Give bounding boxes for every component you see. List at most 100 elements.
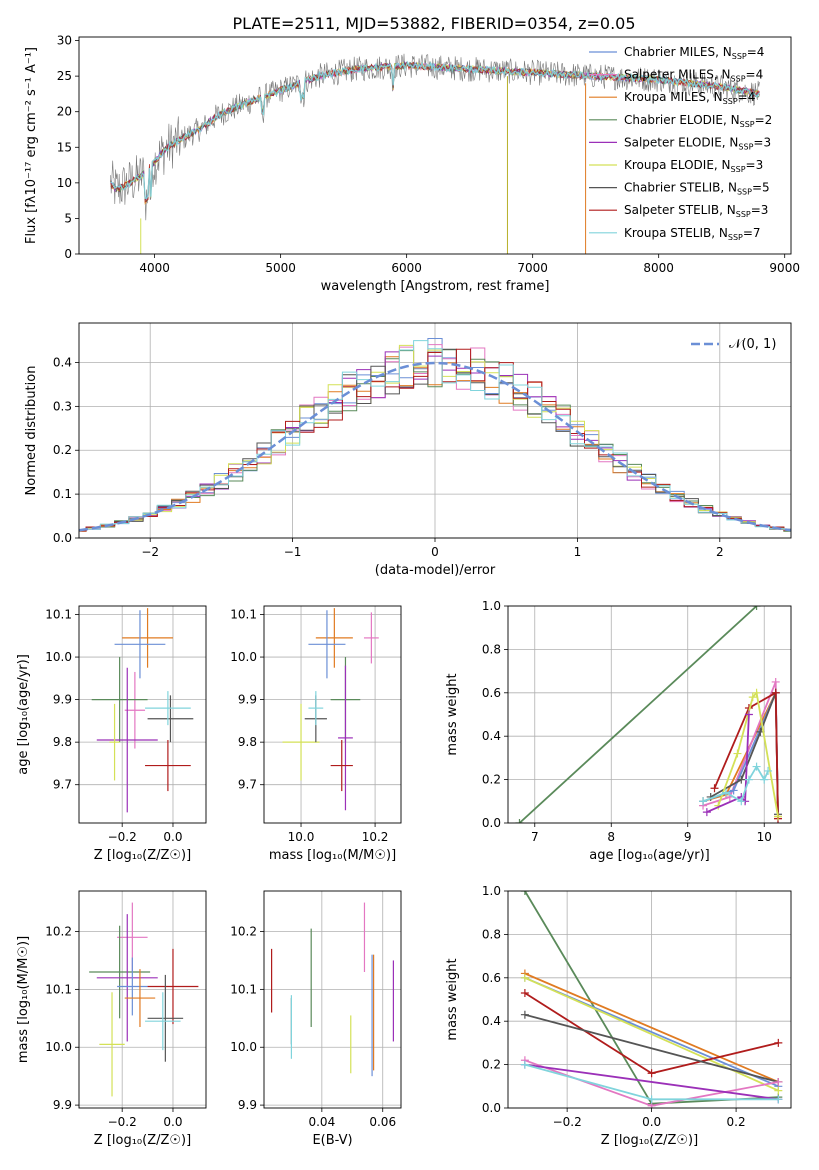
legend-nssp: =4 <box>747 45 765 59</box>
mass_weight_vs_age-panel: 7 8 9 10 0.0 0.2 0.4 0.6 0.8 1.0 age [log₁₀(age/yr… <box>445 599 792 863</box>
x-axis-label: age [log₁₀(age/yr)] <box>589 848 710 863</box>
legend-nssp: =3 <box>751 203 769 217</box>
legend-nssp: =5 <box>752 181 770 195</box>
x-tick-label: 0.2 <box>727 1115 746 1129</box>
legend-nssp: =4 <box>746 68 764 82</box>
y-tick-label: 0.0 <box>482 816 501 830</box>
weight-marker <box>774 1086 783 1095</box>
y-tick-label: 10.0 <box>230 650 257 664</box>
x-tick-label: −0.2 <box>108 1115 137 1129</box>
weight-marker <box>520 1010 529 1019</box>
y-tick-label: 0.2 <box>53 443 72 457</box>
weight-marker <box>647 1069 656 1078</box>
weight-marker <box>710 784 719 793</box>
weight-marker <box>733 749 742 758</box>
y-tick-label: 10 <box>57 176 72 190</box>
legend-model-name: Salpeter STELIB, N <box>624 203 736 217</box>
spectrum-lines <box>110 53 761 254</box>
y-tick-label: 0.4 <box>482 729 501 743</box>
weight-marker <box>520 988 529 997</box>
x-tick-label: 9000 <box>769 261 800 275</box>
axes-frame <box>78 605 207 824</box>
histograms <box>79 338 791 532</box>
weight-marker <box>774 1095 783 1104</box>
errorbar-point <box>117 957 148 1016</box>
weight-marker <box>729 786 738 795</box>
weight-lines <box>515 606 782 823</box>
legend-model-name: Kroupa MILES, N <box>624 90 723 104</box>
axes-frame <box>263 605 402 824</box>
weight-marker <box>774 1038 783 1047</box>
y-axis-label: mass weight <box>445 673 460 755</box>
x-tick-label: 5000 <box>265 261 296 275</box>
legend-model-name: Kroupa STELIB, N <box>624 226 728 240</box>
y-tick-label: 0.1 <box>53 487 72 501</box>
weight-line <box>706 714 750 813</box>
model-spectrum-8 <box>110 60 761 199</box>
errorbar-point <box>109 703 120 781</box>
weight-marker <box>520 891 529 895</box>
errorbar-point <box>114 610 166 679</box>
x-tick-label: 0.06 <box>369 1115 396 1129</box>
legend-sub: SSP <box>740 120 755 129</box>
mass_vs_EBV-panel: 0.04 0.06 9.9 10.0 10.1 10.2 E(B-V) <box>230 890 402 1148</box>
x-tick-label: 9 <box>684 830 692 844</box>
errorbar-point <box>91 657 148 743</box>
legend-sub: SSP <box>731 75 746 84</box>
y-tick-label: 10.2 <box>230 925 257 939</box>
weight-marker <box>752 688 761 697</box>
x-axis-label: wavelength [Angstrom, rest frame] <box>321 279 550 294</box>
errorbar-point <box>124 671 146 749</box>
errorbar-point <box>145 691 191 726</box>
y-tick-label: 10.1 <box>230 608 257 622</box>
x-tick-label: −0.2 <box>553 1115 582 1129</box>
y-tick-label: 0.6 <box>482 686 501 700</box>
y-tick-label: 0.8 <box>482 642 501 656</box>
x-tick-label: 0.0 <box>163 1115 182 1129</box>
y-tick-label: 10.1 <box>45 608 72 622</box>
weight-marker <box>748 693 757 702</box>
errorbar-point <box>147 974 184 1062</box>
legend-nssp: =7 <box>743 226 761 240</box>
y-tick-label: 9.9 <box>53 1098 72 1112</box>
weight-line <box>713 691 779 819</box>
weight-marker <box>752 606 761 610</box>
x-tick-label: −2 <box>141 545 159 559</box>
errorbar-point <box>315 608 353 668</box>
y-tick-label: 9.9 <box>238 693 257 707</box>
y-tick-label: 9.7 <box>53 778 72 792</box>
errorbars <box>91 608 194 813</box>
legend-label: Kroupa STELIB, NSSP=7 <box>624 226 761 242</box>
weight-marker <box>520 1060 529 1069</box>
legend-nssp: =2 <box>755 113 773 127</box>
weight-marker <box>774 1077 783 1086</box>
y-tick-label: 9.8 <box>238 735 257 749</box>
legend-label: Salpeter STELIB, NSSP=3 <box>624 203 768 219</box>
legend-sub: SSP <box>737 188 752 197</box>
y-tick-label: 9.8 <box>53 735 72 749</box>
legend-label: Chabrier MILES, NSSP=4 <box>624 45 764 61</box>
errorbar-point <box>330 740 353 792</box>
y-axis-label: mass weight <box>445 958 460 1040</box>
weight-marker <box>760 775 769 784</box>
y-tick-label: 0 <box>64 247 72 261</box>
weight-marker <box>737 775 746 784</box>
y-tick-label: 0.2 <box>482 773 501 787</box>
legend-label: Chabrier ELODIE, NSSP=2 <box>624 113 772 129</box>
errorbar-point <box>96 914 158 1042</box>
errorbar-point <box>89 925 151 1019</box>
legend-sub: SSP <box>723 97 738 106</box>
x-tick-label: 8000 <box>643 261 674 275</box>
weight-line <box>524 1013 779 1083</box>
x-tick-label: 0.0 <box>163 830 182 844</box>
weight-marker <box>647 1095 656 1104</box>
axes-frame <box>78 36 792 255</box>
weight-line <box>524 972 779 1083</box>
weight-marker <box>515 819 524 823</box>
weight-marker <box>771 688 780 697</box>
weight-line <box>518 606 758 823</box>
weight-marker <box>744 710 753 719</box>
weight-marker <box>702 808 711 817</box>
legend-label: Kroupa ELODIE, NSSP=3 <box>624 158 763 174</box>
spectrum-panel: 4000 5000 6000 7000 8000 9000 0 5 10 15 20 25 30 wave… <box>24 34 800 294</box>
